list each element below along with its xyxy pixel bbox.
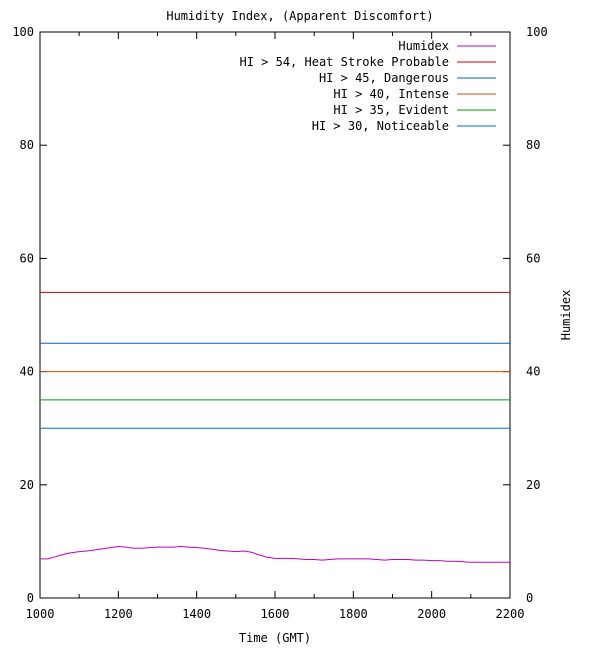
legend-label-0: Humidex: [398, 39, 449, 53]
x-axis-label: Time (GMT): [239, 631, 311, 645]
series-group: [40, 291, 510, 563]
x-tick-label-2: 1400: [182, 607, 211, 621]
series-line-0: [40, 545, 510, 563]
x-tick-label-4: 1800: [339, 607, 368, 621]
x-tick-label-0: 1000: [26, 607, 55, 621]
y-tick-label-right-5: 100: [526, 25, 548, 39]
x-tick-label-1: 1200: [104, 607, 133, 621]
y-tick-label-left-2: 40: [20, 365, 34, 379]
y-tick-label-left-3: 60: [20, 251, 34, 265]
y-axis-label-right: Humidex: [559, 290, 573, 341]
x-tick-label-6: 2200: [496, 607, 525, 621]
y-tick-label-right-1: 20: [526, 478, 540, 492]
legend-label-3: HI > 40, Intense: [333, 87, 449, 101]
x-tick-label-5: 2000: [417, 607, 446, 621]
x-tick-label-3: 1600: [261, 607, 290, 621]
y-tick-label-left-1: 20: [20, 478, 34, 492]
y-tick-label-right-2: 40: [526, 365, 540, 379]
y-tick-label-left-4: 80: [20, 138, 34, 152]
y-tick-label-right-4: 80: [526, 138, 540, 152]
y-tick-label-right-0: 0: [526, 591, 533, 605]
y-tick-label-left-0: 0: [27, 591, 34, 605]
legend-label-4: HI > 35, Evident: [333, 103, 449, 117]
legend: Humidex HI > 54, Heat Stroke Probable HI >…: [239, 39, 496, 133]
y-tick-label-left-5: 100: [12, 25, 34, 39]
legend-label-1: HI > 54, Heat Stroke Probable: [239, 55, 449, 69]
legend-label-2: HI > 45, Dangerous: [319, 71, 449, 85]
legend-label-5: HI > 30, Noticeable: [312, 119, 449, 133]
y-tick-label-right-3: 60: [526, 251, 540, 265]
chart-title: Humidity Index, (Apparent Discomfort): [166, 9, 433, 23]
